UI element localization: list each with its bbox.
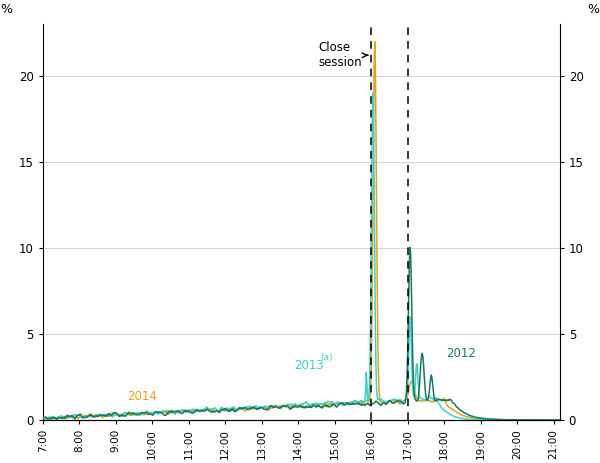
Text: Close
session: Close session	[318, 41, 368, 69]
Text: (a): (a)	[321, 353, 333, 363]
Text: %: %	[1, 3, 13, 16]
Text: 2013: 2013	[295, 359, 324, 372]
Text: %: %	[587, 3, 599, 16]
Text: 2012: 2012	[446, 347, 476, 360]
Text: 2014: 2014	[127, 390, 157, 403]
